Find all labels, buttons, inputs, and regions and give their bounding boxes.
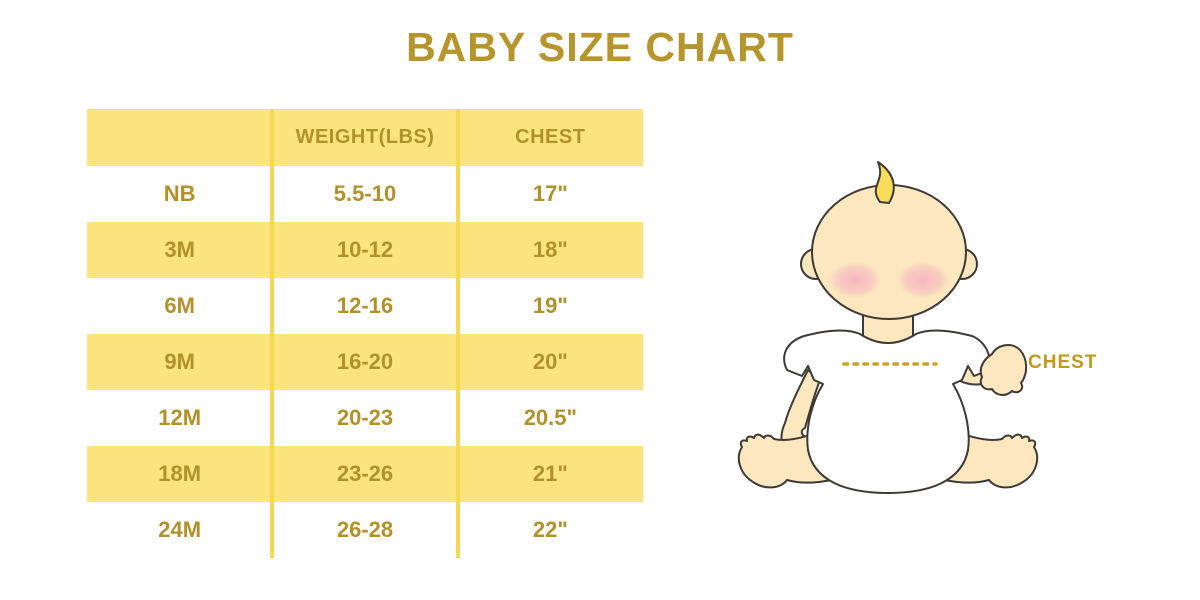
baby-blush-left bbox=[829, 262, 881, 298]
baby-illustration bbox=[737, 161, 1039, 494]
cell-size: 9M bbox=[164, 349, 195, 374]
cell-chest: 20" bbox=[532, 349, 568, 374]
cell-weight: 10-12 bbox=[336, 237, 394, 262]
cell-size: NB bbox=[163, 181, 196, 206]
header-size bbox=[87, 109, 272, 166]
cell-weight: 20-23 bbox=[336, 405, 394, 430]
cell-size: 3M bbox=[164, 237, 195, 262]
cell-chest: 19" bbox=[532, 293, 568, 318]
header-weight: WEIGHT(LBS) bbox=[295, 126, 435, 148]
page-title: BABY SIZE CHART bbox=[406, 24, 794, 70]
cell-size: 12M bbox=[158, 405, 202, 430]
cell-chest: 18" bbox=[532, 237, 568, 262]
cell-weight: 16-20 bbox=[336, 349, 394, 374]
table-header-row: WEIGHT(LBS) CHEST bbox=[87, 109, 643, 166]
cell-chest: 22" bbox=[532, 517, 568, 542]
cell-weight: 12-16 bbox=[336, 293, 394, 318]
cell-weight: 23-26 bbox=[336, 461, 394, 486]
table-row-nb: NB 5.5-10 17" bbox=[87, 166, 643, 222]
cell-weight: 5.5-10 bbox=[333, 181, 397, 206]
column-divider-2 bbox=[455, 109, 460, 558]
baby-blush-right bbox=[897, 262, 949, 298]
table-row-18m: 18M 23-26 21" bbox=[87, 446, 643, 502]
cell-chest: 21" bbox=[532, 461, 568, 486]
cell-weight: 26-28 bbox=[336, 517, 394, 542]
cell-chest: 20.5" bbox=[523, 405, 577, 430]
baby-hair-curl bbox=[874, 161, 895, 204]
baby-fist-right bbox=[979, 344, 1028, 396]
baby-shirt bbox=[783, 329, 991, 494]
baby-head bbox=[811, 184, 967, 320]
table-row-12m: 12M 20-23 20.5" bbox=[87, 390, 643, 446]
table-row-24m: 24M 26-28 22" bbox=[87, 502, 643, 558]
table-row-6m: 6M 12-16 19" bbox=[87, 278, 643, 334]
table-row-3m: 3M 10-12 18" bbox=[87, 222, 643, 278]
column-divider-1 bbox=[270, 109, 275, 558]
cell-size: 18M bbox=[158, 461, 202, 486]
table-row-9m: 9M 16-20 20" bbox=[87, 334, 643, 390]
size-table: WEIGHT(LBS) CHEST NB 5.5-10 17" 3M 10-12… bbox=[87, 109, 643, 558]
cell-chest: 17" bbox=[532, 181, 568, 206]
chest-measure-label: CHEST bbox=[1028, 352, 1098, 373]
header-chest: CHEST bbox=[515, 126, 586, 148]
cell-size: 6M bbox=[164, 293, 195, 318]
cell-size: 24M bbox=[158, 517, 202, 542]
